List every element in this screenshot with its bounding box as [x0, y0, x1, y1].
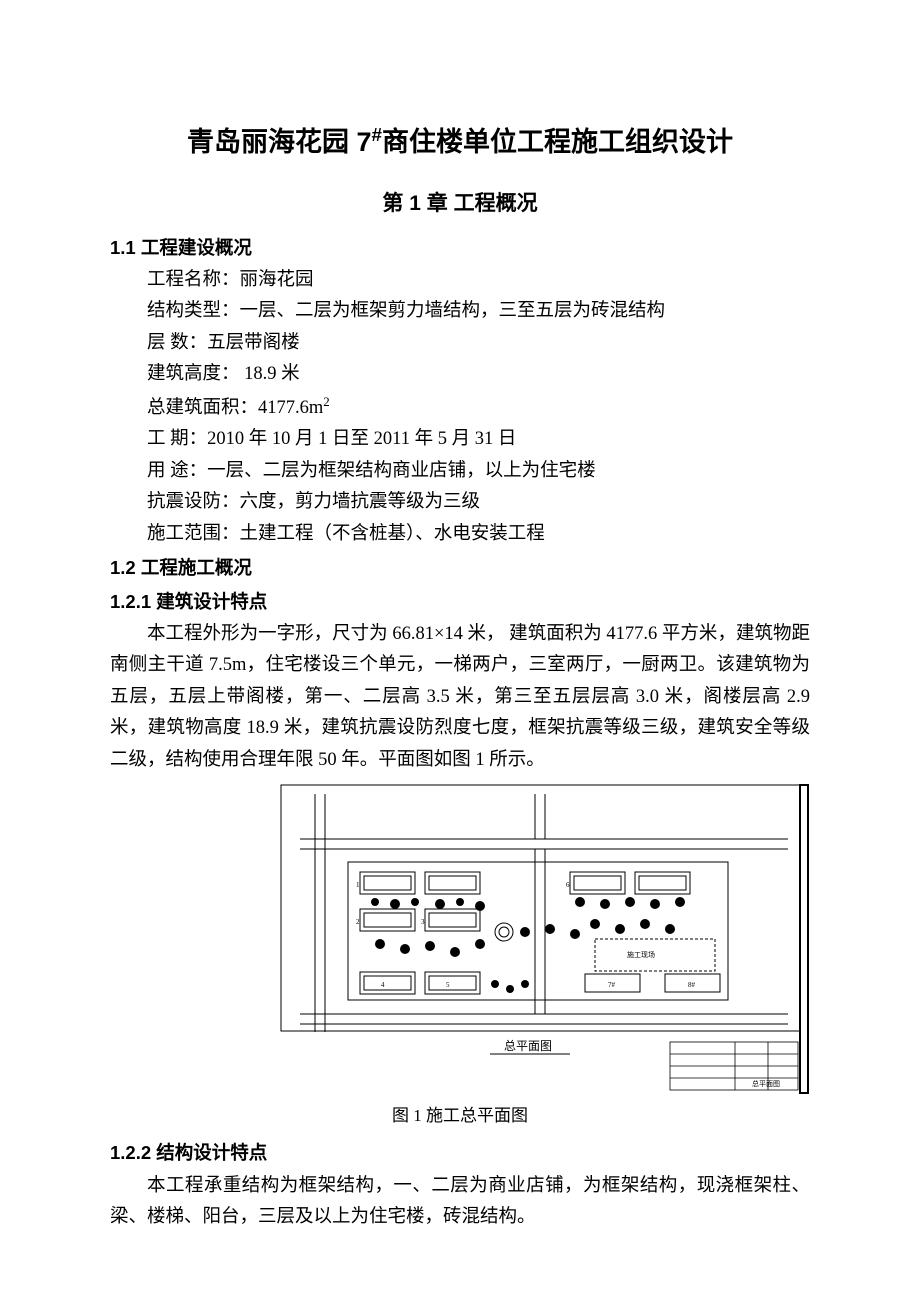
- line-seismic: 抗震设防：六度，剪力墙抗震等级为三级: [110, 487, 810, 518]
- site-plan-svg: 1 2 3 4 5 6 7# 8# 施工现场 总平面图: [280, 784, 810, 1094]
- line-project-name: 工程名称：丽海花园: [110, 265, 810, 296]
- svg-text:8#: 8#: [688, 981, 696, 989]
- line-floors: 层 数：五层带阁楼: [110, 328, 810, 359]
- line-usage: 用 途：一层、二层为框架结构商业店铺，以上为住宅楼: [110, 456, 810, 487]
- section-1-2: 1.2 工程施工概况: [110, 552, 810, 583]
- svg-text:2: 2: [356, 918, 360, 926]
- title-pre: 青岛丽海花园 7: [187, 127, 372, 157]
- svg-text:6: 6: [566, 881, 570, 889]
- svg-text:总平面图: 总平面图: [504, 1039, 552, 1053]
- line-area-pre: 总建筑面积：4177.6m: [147, 398, 323, 418]
- line-scope: 施工范围：土建工程（不含桩基）、水电安装工程: [110, 519, 810, 550]
- svg-text:5: 5: [446, 981, 450, 989]
- svg-text:4: 4: [381, 981, 385, 989]
- figure-caption: 图 1 施工总平面图: [110, 1102, 810, 1131]
- section-1-2-1: 1.2.1 建筑设计特点: [110, 586, 810, 617]
- paragraph-design: 本工程外形为一字形，尺寸为 66.81×14 米， 建筑面积为 4177.6 平…: [110, 619, 810, 776]
- site-plan-figure: 1 2 3 4 5 6 7# 8# 施工现场 总平面图: [280, 784, 810, 1094]
- svg-text:总平面图: 总平面图: [752, 1079, 780, 1088]
- svg-text:7#: 7#: [608, 981, 616, 989]
- svg-text:1: 1: [356, 881, 360, 889]
- document-title: 青岛丽海花园 7#商住楼单位工程施工组织设计: [110, 120, 810, 166]
- line-structure-type: 结构类型：一层、二层为框架剪力墙结构，三至五层为砖混结构: [110, 296, 810, 327]
- line-height: 建筑高度： 18.9 米: [110, 359, 810, 390]
- document-page: 青岛丽海花园 7#商住楼单位工程施工组织设计 第 1 章 工程概况 1.1 工程…: [0, 0, 920, 1302]
- chapter-heading: 第 1 章 工程概况: [110, 186, 810, 222]
- svg-text:施工现场: 施工现场: [627, 950, 655, 959]
- line-area-sup: 2: [323, 394, 329, 409]
- line-duration: 工 期：2010 年 10 月 1 日至 2011 年 5 月 31 日: [110, 424, 810, 455]
- line-area: 总建筑面积：4177.6m2: [110, 391, 810, 425]
- svg-text:3: 3: [421, 918, 425, 926]
- paragraph-structure: 本工程承重结构为框架结构，一、二层为商业店铺，为框架结构，现浇框架柱、梁、楼梯、…: [110, 1171, 810, 1234]
- title-sup: #: [372, 125, 383, 146]
- section-1-1: 1.1 工程建设概况: [110, 232, 810, 263]
- section-1-2-2: 1.2.2 结构设计特点: [110, 1137, 810, 1168]
- title-post: 商住楼单位工程施工组织设计: [382, 127, 733, 157]
